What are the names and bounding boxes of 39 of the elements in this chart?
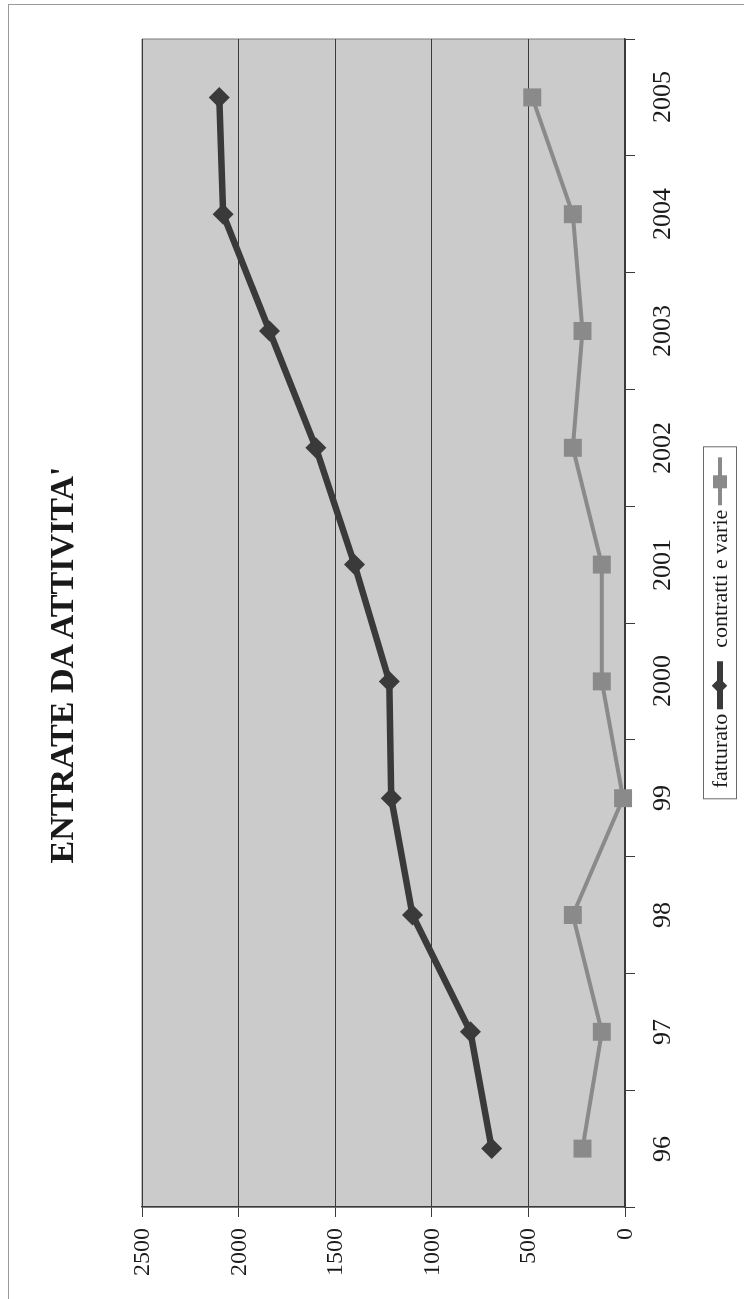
y-tick-label: 2002 <box>647 421 677 474</box>
point <box>305 437 327 459</box>
x-tick-label: 1500 <box>321 1228 349 1276</box>
point <box>592 1022 611 1041</box>
point <box>523 88 542 107</box>
y-tick-label: 99 <box>647 785 677 812</box>
y-tick-label: 98 <box>647 902 677 928</box>
x-tick-label: 2000 <box>224 1228 252 1276</box>
y-tick-label: 2003 <box>647 305 677 357</box>
x-tick-label: 2500 <box>128 1228 156 1276</box>
y-tick-label: 2004 <box>647 188 677 241</box>
legend-label: contratti e varie <box>707 509 733 648</box>
x-tick-label: 500 <box>514 1228 542 1264</box>
point <box>563 906 582 924</box>
point <box>378 670 400 692</box>
point <box>573 1139 592 1158</box>
point <box>459 1021 481 1043</box>
point <box>563 205 582 224</box>
point <box>563 438 582 457</box>
y-tick-label: 97 <box>647 1018 677 1045</box>
point <box>573 322 592 340</box>
y-tick-label: 96 <box>647 1135 677 1162</box>
point <box>344 554 366 576</box>
point <box>592 672 611 691</box>
point <box>614 789 633 808</box>
point <box>481 1138 503 1160</box>
text: ENTRATE DA ATTIVITA' <box>42 466 82 864</box>
y-tick-label: 2001 <box>647 538 677 591</box>
point <box>380 787 402 809</box>
point <box>259 320 281 342</box>
x-tick-label: 0 <box>611 1228 639 1240</box>
x-tick-label: 1000 <box>418 1228 445 1276</box>
point <box>401 904 423 926</box>
legend-label: fatturato <box>707 713 733 789</box>
y-tick-label: 2000 <box>647 655 677 708</box>
y-tick-label: 2005 <box>647 71 677 124</box>
point <box>208 86 230 108</box>
point <box>592 555 611 574</box>
point <box>212 203 234 225</box>
